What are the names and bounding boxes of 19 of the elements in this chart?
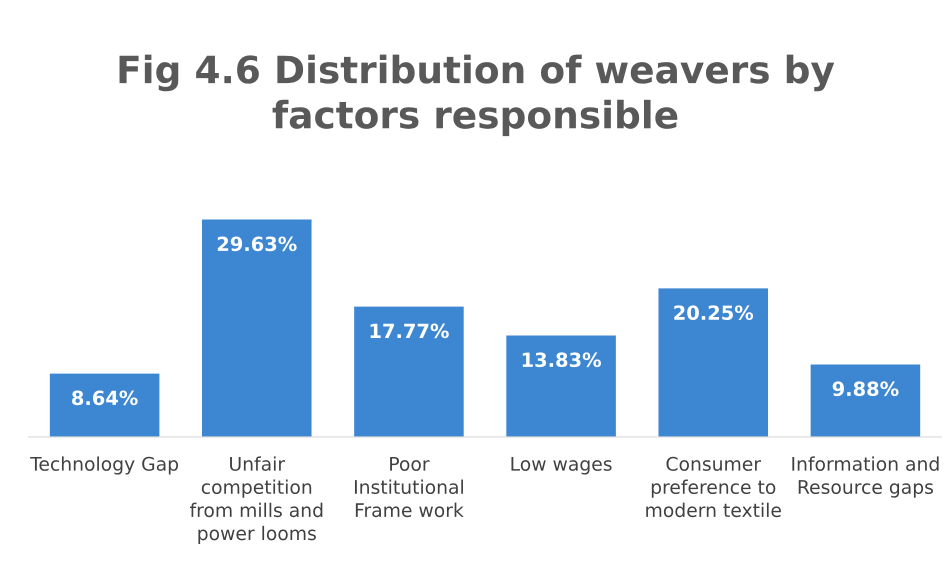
data-label: 8.64%: [72, 390, 138, 406]
data-label: 29.63%: [218, 236, 297, 252]
bar: [50, 374, 160, 437]
chart-title: Fig 4.6 Distribution of weavers by factors responsible: [120, 54, 834, 136]
bar: [202, 220, 312, 437]
bar: [354, 306, 464, 437]
x-tick-label: Technology Gap: [30, 456, 178, 475]
x-tick-label: Low wages: [511, 456, 612, 475]
x-tick-label: Poor Institutional Frame work: [354, 456, 464, 518]
bar: [506, 335, 616, 437]
data-label: 9.88%: [832, 381, 899, 396]
x-tick-label: Consumer preference to modern textile: [646, 456, 781, 518]
x-tick-label: Information and Resource gaps: [792, 456, 939, 498]
data-label: 20.25%: [674, 305, 754, 320]
data-label: 13.83%: [522, 352, 601, 368]
x-tick-label: Unfair competition from mills and power looms: [190, 456, 322, 544]
bar: [658, 288, 768, 437]
data-label: 17.77%: [370, 324, 449, 338]
bar: [810, 364, 920, 437]
